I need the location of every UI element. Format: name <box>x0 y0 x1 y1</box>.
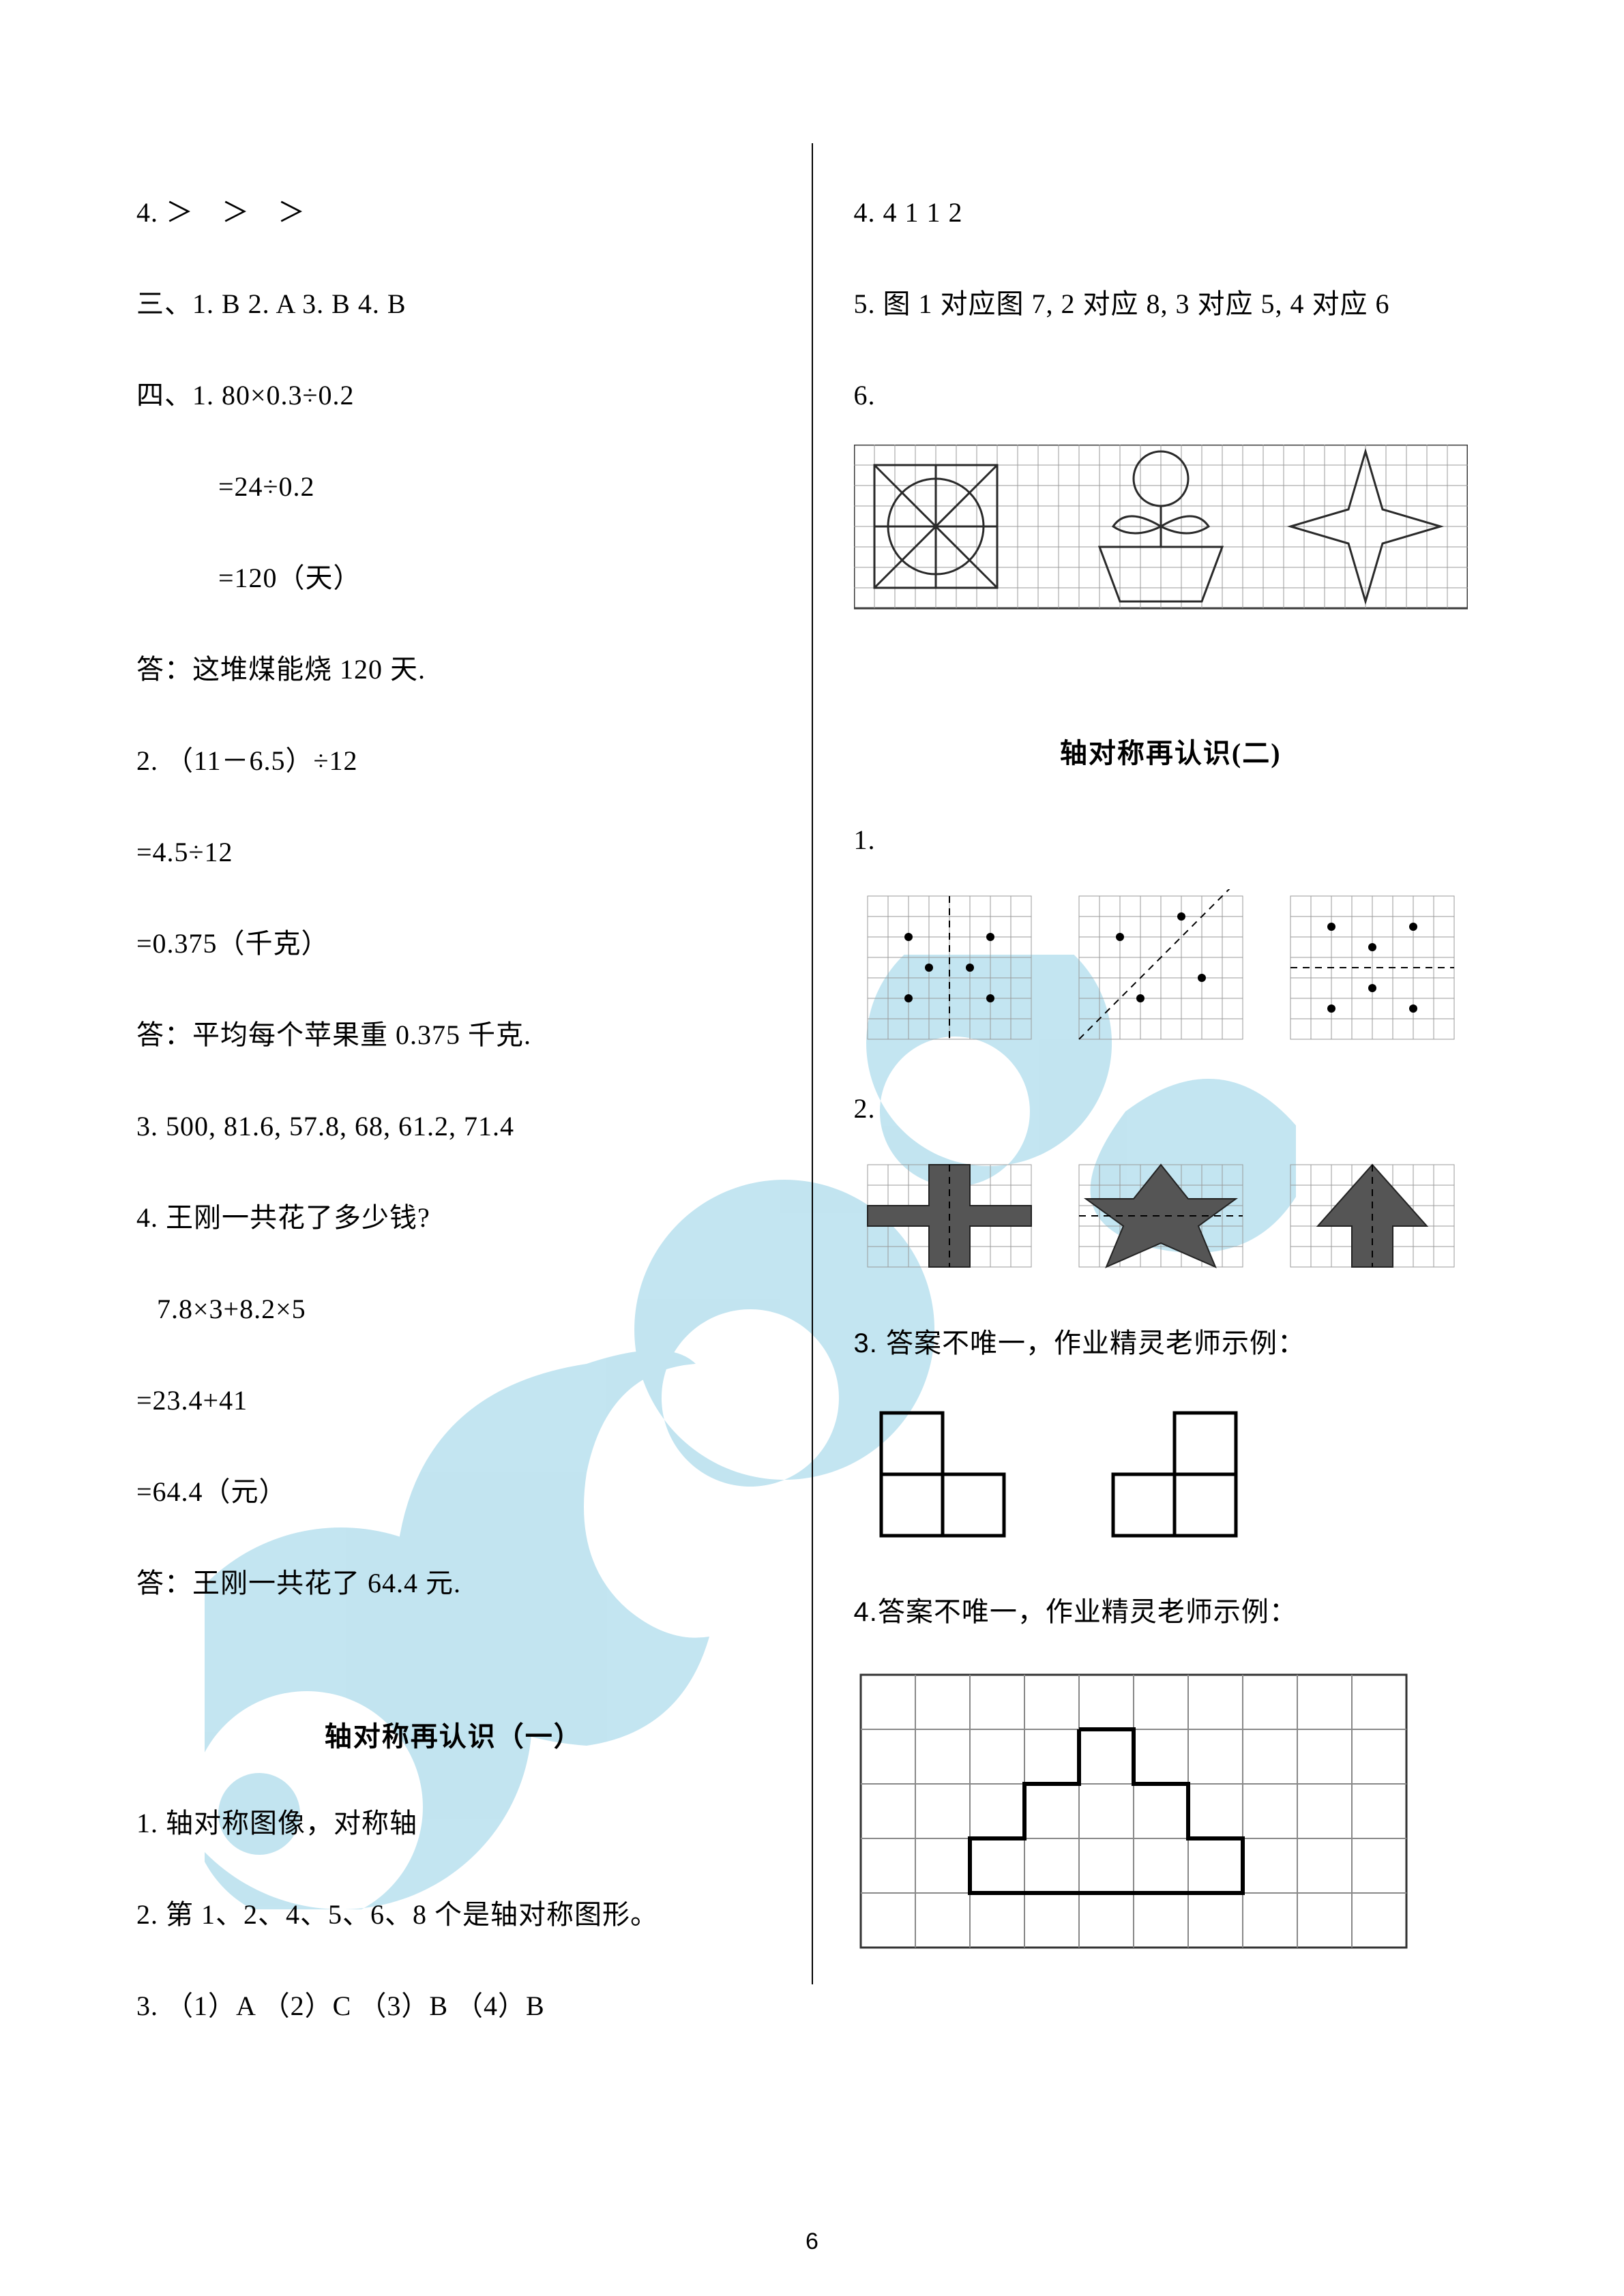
figure-s2-4 <box>854 1668 1488 1954</box>
section-heading: 轴对称再认识（一） <box>136 1714 771 1754</box>
text-line: 1. 轴对称图像，对称轴 <box>136 1802 771 1845</box>
page-content: 4. ＞ ＞ ＞ 三、1. B 2. A 3. B 4. B 四、1. 80×0… <box>0 0 1624 2296</box>
text-line: =23.4+41 <box>136 1379 771 1422</box>
text-line: 4. ＞ ＞ ＞ <box>136 191 771 235</box>
right-column: 4. 4 1 1 2 5. 图 1 对应图 7, 2 对应 8, 3 对应 5,… <box>813 191 1488 2228</box>
text-line: 3. （1）A （2）C （3）B （4）B <box>136 1984 771 2028</box>
text-line: 5. 图 1 对应图 7, 2 对应 8, 3 对应 5, 4 对应 6 <box>854 282 1488 326</box>
text-line: 4. 王刚一共花了多少钱? <box>136 1196 771 1240</box>
left-column: 4. ＞ ＞ ＞ 三、1. B 2. A 3. B 4. B 四、1. 80×0… <box>136 191 812 2228</box>
text-line: =120（天） <box>136 556 771 600</box>
section-heading: 轴对称再认识(二) <box>854 731 1488 771</box>
figure-s2-1 <box>854 889 1488 1046</box>
text-line: 6. <box>854 374 1488 417</box>
figure-s2-3 <box>854 1399 1488 1549</box>
text-line: 四、1. 80×0.3÷0.2 <box>136 374 771 417</box>
text-line: 7.8×3+8.2×5 <box>136 1287 771 1331</box>
figure-q6 <box>854 445 1488 629</box>
text-line: =24÷0.2 <box>136 465 771 509</box>
text-line: 2. 第 1、2、4、5、6、8 个是轴对称图形。 <box>136 1893 771 1937</box>
text-line: 2. <box>854 1087 1488 1131</box>
text-line: 1. <box>854 818 1488 862</box>
text-line: 3. 500, 81.6, 57.8, 68, 61.2, 71.4 <box>136 1105 771 1148</box>
text-line: =64.4（元） <box>136 1470 771 1514</box>
text-line: 答：这堆煤能烧 120 天. <box>136 648 771 691</box>
text-line: 4. 4 1 1 2 <box>854 191 1488 235</box>
text-line: =4.5÷12 <box>136 831 771 874</box>
figure-s2-2 <box>854 1158 1488 1281</box>
text-line: 2. （11－6.5）÷12 <box>136 739 771 783</box>
text-line: 三、1. B 2. A 3. B 4. B <box>136 282 771 326</box>
text-line: 答：王刚一共花了 64.4 元. <box>136 1562 771 1605</box>
text-line: 4.答案不唯一，作业精灵老师示例： <box>854 1590 1488 1634</box>
text-line: 答：平均每个苹果重 0.375 千克. <box>136 1013 771 1057</box>
text-line: 3. 答案不唯一，作业精灵老师示例： <box>854 1322 1488 1365</box>
text-line: =0.375（千克） <box>136 922 771 966</box>
